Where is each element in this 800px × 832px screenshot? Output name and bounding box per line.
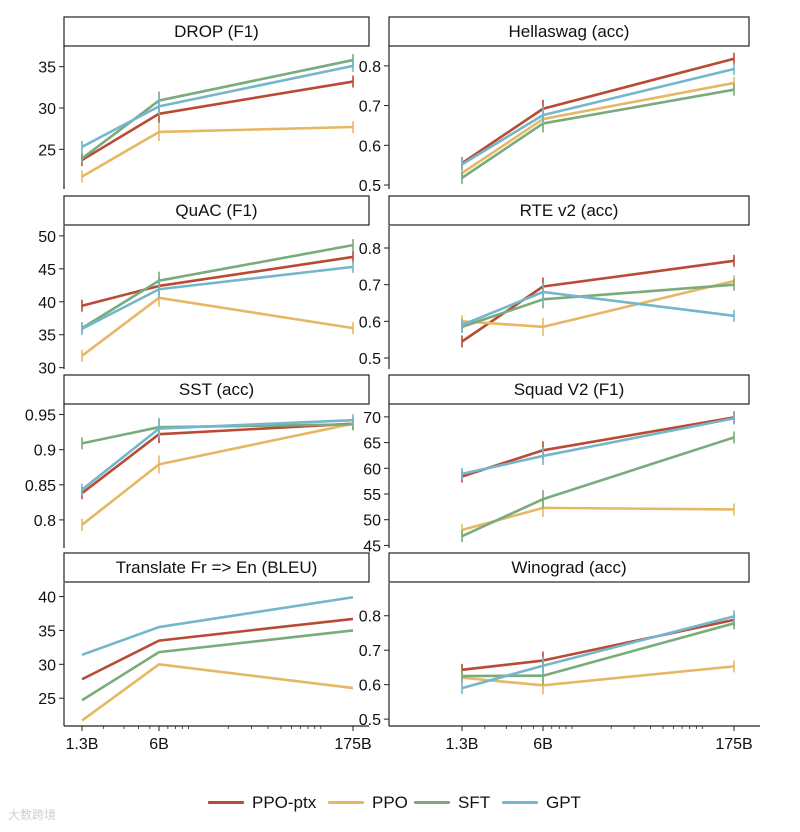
y-tick-label: 70 [363, 410, 381, 427]
panel-title-box [63, 374, 370, 405]
panel-squad-v2-f1: Squad V2 (F1) 45 50 55 60 65 70 [363, 374, 750, 555]
y-tick-label: 0.7 [359, 99, 381, 116]
panel-title-box [388, 16, 750, 47]
y-tick-label: 0.7 [359, 643, 381, 660]
y-tick-label: 35 [38, 623, 56, 640]
panel-translate-fr-en-bleu: Translate Fr => En (BLEU) 25 30 35 40 1.3B 6B 1… [38, 552, 372, 753]
x-tick-label: 6B [533, 736, 553, 753]
y-tick-label: 25 [38, 142, 56, 159]
y-tick-label: 0.85 [25, 478, 56, 495]
series-line-gpt [461, 615, 735, 690]
y-tick-label: 0.9 [34, 443, 56, 460]
panel-drop-f1: DROP (F1) 25 30 35 [38, 16, 370, 189]
panel-title: QuAC (F1) [175, 201, 257, 220]
x-tick-label: 6B [149, 736, 169, 753]
y-tick-label: 60 [363, 461, 381, 478]
y-tick-label: 0.5 [359, 351, 381, 368]
panel-title-box [63, 552, 370, 583]
series-line-ppo-ptx [461, 57, 735, 165]
y-tick-label: 45 [363, 538, 381, 555]
panel-title-box [388, 374, 750, 405]
x-tick-label: 175B [715, 736, 752, 753]
y-tick-label: 0.6 [359, 138, 381, 155]
legend: PPO-ptx PPO SFT GPT [0, 788, 800, 820]
panel-title-box [63, 195, 370, 226]
y-tick-label: 0.8 [359, 609, 381, 626]
panel-quac-f1: QuAC (F1) 30 35 40 45 50 [38, 195, 370, 378]
y-tick-label: 0.6 [359, 314, 381, 331]
series-line-gpt [461, 290, 735, 327]
y-tick-label: 40 [38, 590, 56, 607]
y-tick-label: 0.5 [359, 178, 381, 195]
legend-swatch-ppo-ptx [208, 801, 244, 804]
y-tick-label: 0.8 [359, 241, 381, 258]
series-line-sft [461, 436, 735, 538]
series-line-sft [81, 629, 354, 702]
y-tick-label: 35 [38, 328, 56, 345]
y-tick-label: 25 [38, 691, 56, 708]
y-tick-label: 0.5 [359, 712, 381, 729]
legend-label-gpt: GPT [546, 793, 581, 812]
y-tick-label: 0.8 [359, 59, 381, 76]
panel-rte-v2-acc: RTE v2 (acc) 0.5 0.6 0.7 0.8 [359, 195, 750, 369]
panel-title-box [388, 195, 750, 226]
panel-hellaswag-acc: Hellaswag (acc) 0.5 0.6 0.7 0.8 [359, 16, 750, 195]
legend-swatch-ppo [328, 801, 364, 804]
series-line-ppo-ptx [81, 617, 354, 681]
series-line-ppo-ptx [461, 259, 735, 343]
y-tick-label: 45 [38, 262, 56, 279]
legend-label-ppo: PPO [372, 793, 408, 812]
y-tick-label: 30 [38, 361, 56, 378]
y-tick-label: 55 [363, 487, 381, 504]
y-tick-label: 0.6 [359, 678, 381, 695]
legend-label-ppo-ptx: PPO-ptx [252, 793, 317, 812]
series-line-sft [81, 243, 354, 330]
y-tick-label: 50 [363, 513, 381, 530]
panel-title: Squad V2 (F1) [514, 380, 625, 399]
y-tick-label: 0.8 [34, 513, 56, 530]
y-tick-label: 65 [363, 436, 381, 453]
panel-title-box [388, 552, 750, 583]
series-line-gpt [461, 417, 735, 476]
panel-title: Winograd (acc) [511, 558, 626, 577]
y-tick-label: 35 [38, 60, 56, 77]
panel-title: DROP (F1) [174, 22, 259, 41]
panel-winograd-acc: Winograd (acc) 0.5 0.6 0.7 0.8 1.3B 6B 175B [359, 552, 760, 753]
panel-sst-acc: SST (acc) 0.8 0.85 0.9 0.95 [25, 374, 370, 548]
y-tick-label: 30 [38, 657, 56, 674]
series-line-ppo [81, 663, 354, 722]
x-tick-label: 175B [334, 736, 371, 753]
legend-label-sft: SFT [458, 793, 491, 812]
series-line-gpt [81, 595, 354, 657]
series-line-ppo [81, 422, 354, 526]
panel-title: Hellaswag (acc) [509, 22, 630, 41]
x-tick-label: 1.3B [446, 736, 479, 753]
legend-swatch-gpt [502, 801, 538, 804]
panel-title: Translate Fr => En (BLEU) [116, 558, 318, 577]
legend-swatch-sft [414, 801, 450, 804]
panel-title: SST (acc) [179, 380, 254, 399]
y-tick-label: 40 [38, 295, 56, 312]
y-tick-label: 30 [38, 101, 56, 118]
y-tick-label: 0.95 [25, 408, 56, 425]
x-tick-label: 1.3B [66, 736, 99, 753]
watermark: 大数跨境 [8, 808, 57, 822]
panel-title-box [63, 16, 370, 47]
y-tick-label: 0.7 [359, 278, 381, 295]
panel-title: RTE v2 (acc) [520, 201, 619, 220]
y-tick-label: 50 [38, 229, 56, 246]
